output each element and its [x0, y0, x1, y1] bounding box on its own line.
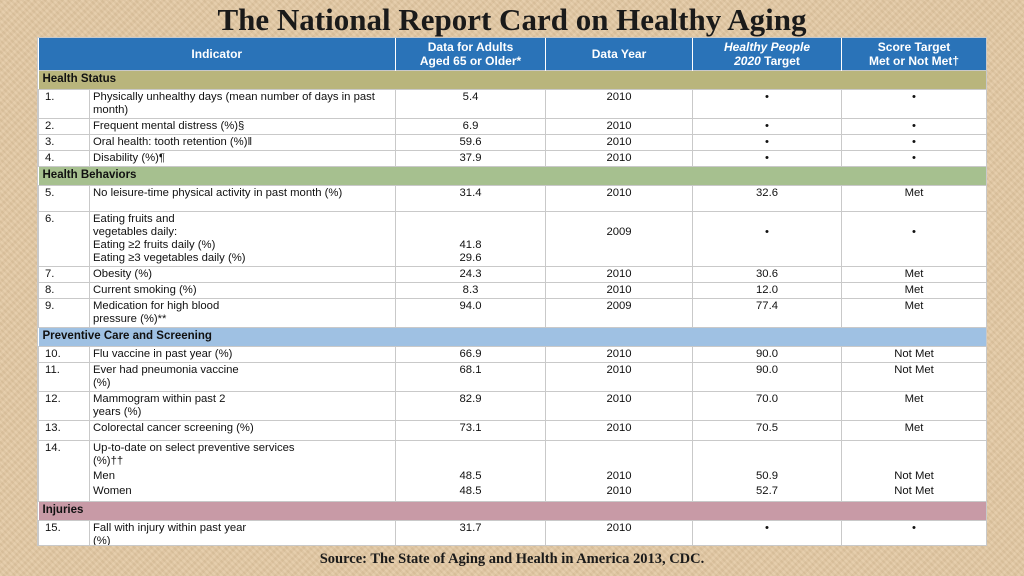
header-hp-target: Healthy People 2020 Target [692, 38, 843, 71]
header-data-adults: Data for Adults Aged 65 or Older* [395, 38, 547, 71]
section-injuries: Injuries [38, 501, 986, 521]
table-row: 12. Mammogram within past 2 years (%) 82.… [38, 391, 986, 421]
table-row: 13. Colorectal cancer screening (%) 73.1 2… [38, 420, 986, 441]
table-row: 6. Eating fruits and vegetables daily: Eat… [38, 211, 986, 267]
table-row: 15. Fall with injury within past year (%)… [38, 520, 986, 545]
table-row: 14. Up-to-date on select preventive serv… [38, 440, 986, 502]
report-card-table: Indicator Data for Adults Aged 65 or Olde… [38, 38, 986, 545]
page-title: The National Report Card on Healthy Agin… [217, 2, 807, 37]
table-row: 10. Flu vaccine in past year (%) 66.9 2010… [38, 346, 986, 363]
section-health-behaviors: Health Behaviors [38, 166, 986, 186]
source-caption: Source: The State of Aging and Health in… [319, 551, 705, 567]
table-row: 1. Physically unhealthy days (mean number… [38, 89, 986, 119]
table-row: 7. Obesity (%) 24.3 2010 30.6 Met [38, 266, 986, 283]
table-row: 4. Disability (%)¶ 37.9 2010 • • [38, 150, 986, 167]
section-preventive-care: Preventive Care and Screening [38, 327, 986, 347]
table-row: 9. Medication for high blood pressure (%)… [38, 298, 986, 328]
header-score-target: Score Target Met or Not Met† [841, 38, 986, 71]
table-row: 11. Ever had pneumonia vaccine (%) 68.1 20… [38, 362, 986, 392]
table-header-row: Indicator Data for Adults Aged 65 or Olde… [38, 38, 986, 71]
table-row: 2. Frequent mental distress (%)§ 6.9 2010 … [38, 118, 986, 135]
header-data-year: Data Year [545, 38, 694, 71]
table-row: 8. Current smoking (%) 8.3 2010 12.0 Met [38, 282, 986, 299]
section-health-status: Health Status [38, 70, 986, 90]
table-row: 5. No leisure-time physical activity in p… [38, 185, 986, 212]
header-indicator: Indicator [38, 38, 397, 71]
table-row: 3. Oral health: tooth retention (%)‖ 59.6… [38, 134, 986, 151]
